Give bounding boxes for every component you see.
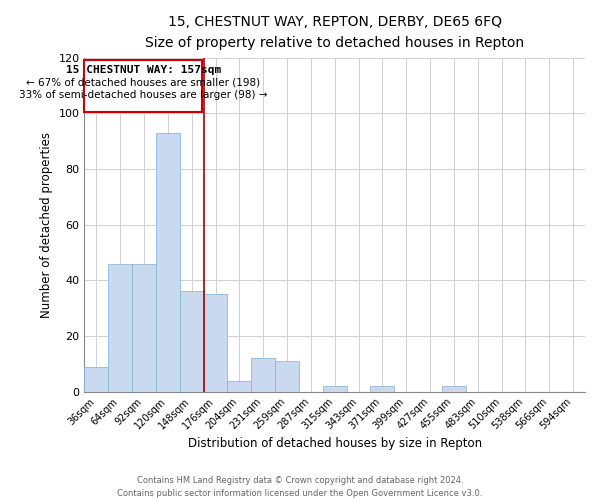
Y-axis label: Number of detached properties: Number of detached properties	[40, 132, 53, 318]
Bar	[323, 386, 347, 392]
Bar	[275, 361, 299, 392]
Bar	[203, 294, 227, 392]
Text: 15 CHESTNUT WAY: 157sqm: 15 CHESTNUT WAY: 157sqm	[66, 64, 221, 74]
Bar	[227, 380, 251, 392]
Bar	[370, 386, 394, 392]
Bar	[442, 386, 466, 392]
Bar	[156, 133, 180, 392]
Text: Contains HM Land Registry data © Crown copyright and database right 2024.
Contai: Contains HM Land Registry data © Crown c…	[118, 476, 482, 498]
Bar	[85, 60, 202, 112]
Text: ← 67% of detached houses are smaller (198): ← 67% of detached houses are smaller (19…	[26, 77, 260, 87]
Text: 33% of semi-detached houses are larger (98) →: 33% of semi-detached houses are larger (…	[19, 90, 268, 100]
Bar	[132, 264, 156, 392]
Title: 15, CHESTNUT WAY, REPTON, DERBY, DE65 6FQ
Size of property relative to detached : 15, CHESTNUT WAY, REPTON, DERBY, DE65 6F…	[145, 15, 524, 50]
Bar	[251, 358, 275, 392]
X-axis label: Distribution of detached houses by size in Repton: Distribution of detached houses by size …	[188, 437, 482, 450]
Bar	[108, 264, 132, 392]
Bar	[85, 366, 108, 392]
Bar	[180, 292, 203, 392]
